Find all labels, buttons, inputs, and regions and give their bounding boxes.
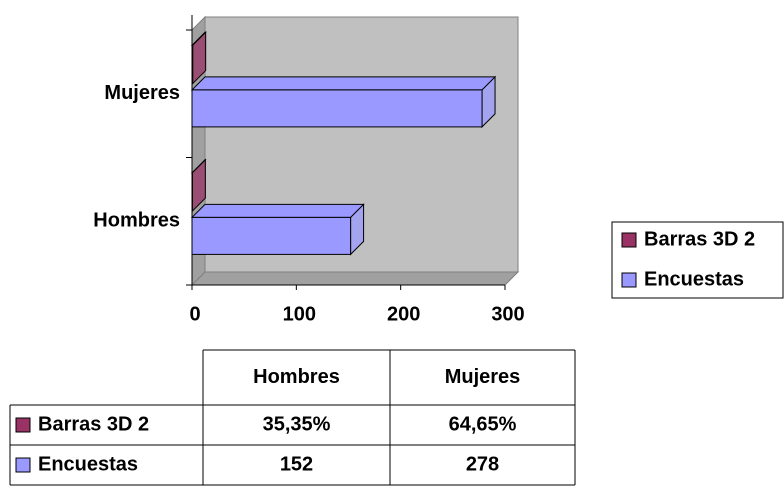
table-header: Hombres	[253, 366, 340, 388]
legend-label: Barras 3D 2	[644, 228, 755, 250]
legend-label: Encuestas	[644, 268, 744, 290]
legend-swatch	[621, 232, 637, 248]
table-cell: 278	[466, 453, 499, 475]
table-cell: 35,35%	[263, 413, 331, 435]
y-tick-label: Hombres	[93, 210, 180, 232]
table-row-label: Encuestas	[38, 453, 138, 475]
legend-swatch	[621, 272, 637, 288]
table-swatch	[15, 417, 31, 433]
x-tick-label: 200	[387, 303, 420, 325]
legend	[611, 221, 784, 299]
x-tick-label: 300	[491, 303, 524, 325]
x-tick-label: 100	[283, 303, 316, 325]
bar-top	[190, 76, 497, 91]
x-tick-label: 0	[189, 303, 200, 325]
table-row-label: Barras 3D 2	[38, 413, 149, 435]
table-swatch	[15, 457, 31, 473]
floor	[190, 271, 520, 286]
table-header: Mujeres	[445, 366, 521, 388]
bar	[191, 216, 352, 255]
table-cell: 152	[280, 453, 313, 475]
y-tick-label: Mujeres	[104, 82, 180, 104]
bar-top	[190, 203, 365, 218]
table-cell: 64,65%	[449, 413, 517, 435]
bar	[191, 89, 483, 128]
bar	[191, 44, 194, 85]
